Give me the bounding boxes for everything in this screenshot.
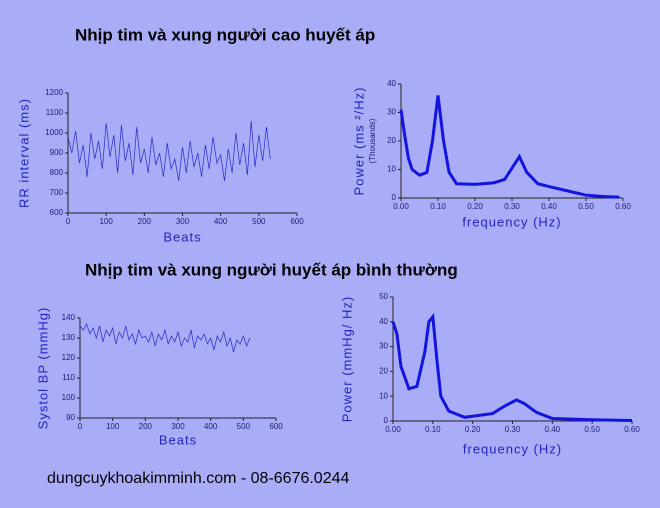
y-tick-label: 20 [387,136,396,145]
x-axis-label: frequency (Hz) [463,441,562,456]
y-axis-label: Power (mmHg/ Hz) [339,296,354,423]
y-tick-label: 900 [50,148,64,157]
y-tick-label: 100 [62,393,76,402]
x-tick-label: 0.60 [624,425,640,434]
x-tick-label: 0.50 [584,425,600,434]
x-tick-label: 500 [237,422,251,431]
x-tick-label: 300 [176,217,190,226]
x-tick-label: 0 [66,217,71,226]
x-tick-label: 400 [214,217,228,226]
series-line [67,120,271,182]
y-tick-label: 1100 [46,108,64,117]
y-tick-label: 50 [379,292,388,301]
y-axis-label: Systol BP (mmHg) [35,307,50,430]
heading: Nhịp tim và xung người cao huyết áp [75,25,375,44]
x-tick-label: 0.30 [505,425,521,434]
y-tick-label: 600 [50,208,64,217]
y-tick-label: 130 [62,333,76,342]
x-tick-label: 0.50 [578,202,594,211]
y-tick-label: 120 [62,353,76,362]
y-axis-note: (Thousands) [368,118,377,163]
x-tick-label: 0.30 [504,202,520,211]
y-tick-label: 0 [384,416,389,425]
y-tick-label: 90 [66,413,75,422]
y-tick-label: 40 [379,317,388,326]
y-tick-label: 1200 [45,88,63,97]
y-tick-label: 700 [50,188,64,197]
x-axis-label: Beats [159,432,197,447]
y-tick-label: 10 [379,391,388,400]
x-tick-label: 300 [171,422,185,431]
x-tick-label: 100 [99,217,113,226]
y-tick-label: 110 [62,373,75,382]
x-tick-label: 0.10 [430,202,446,211]
x-tick-label: 0.20 [467,202,483,211]
x-axis-label: Beats [163,229,201,244]
y-tick-label: 10 [387,165,396,174]
y-axis-label: Power (ms ²/Hz) [351,87,366,196]
x-tick-label: 200 [139,422,153,431]
y-tick-label: 0 [392,193,397,202]
x-tick-label: 0.20 [465,425,481,434]
x-tick-label: 0 [78,422,83,431]
series-line [79,323,251,353]
series-line [391,313,633,423]
x-tick-label: 100 [106,422,120,431]
y-tick-label: 40 [387,79,396,88]
y-tick-label: 800 [50,168,64,177]
x-tick-label: 0.40 [545,425,561,434]
series-line [399,95,620,199]
x-tick-label: 0.10 [425,425,441,434]
x-tick-label: 0.00 [393,202,409,211]
y-tick-label: 20 [379,367,388,376]
footer: dungcuykhoakimminh.com - 08-6676.0244 [47,470,350,487]
y-tick-label: 140 [62,313,76,322]
x-tick-label: 400 [204,422,218,431]
y-tick-label: 1000 [45,128,63,137]
y-tick-label: 30 [387,108,396,117]
x-tick-label: 500 [252,217,266,226]
x-tick-label: 0.00 [385,425,401,434]
x-tick-label: 0.40 [541,202,557,211]
y-tick-label: 30 [379,342,388,351]
x-tick-label: 600 [290,217,304,226]
x-tick-label: 0.60 [615,202,631,211]
y-axis-label: RR interval (ms) [16,98,31,208]
x-tick-label: 200 [138,217,152,226]
heading: Nhịp tim và xung người huyết áp bình thư… [85,260,458,279]
x-tick-label: 600 [269,422,283,431]
x-axis-label: frequency (Hz) [462,214,561,229]
